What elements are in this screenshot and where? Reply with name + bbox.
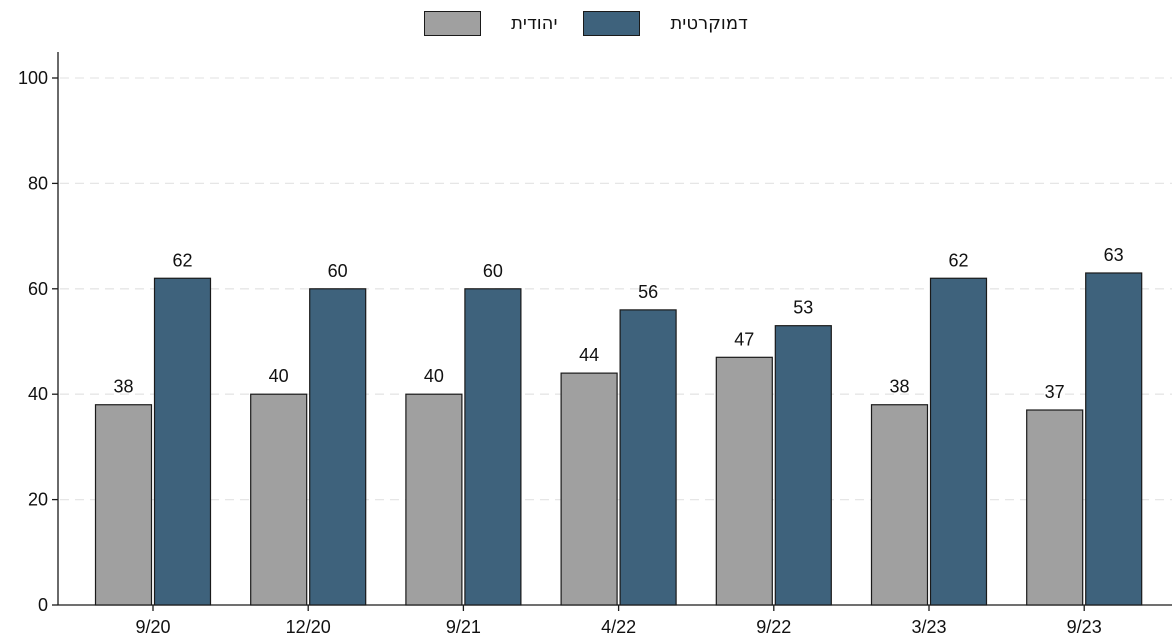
value-label-9/20-series-b: 62 bbox=[172, 250, 192, 270]
bar-9/23-series-a bbox=[1026, 409, 1084, 606]
x-tick-label-3/23: 3/23 bbox=[911, 617, 946, 637]
value-label-9/23-series-a: 37 bbox=[1045, 382, 1065, 402]
legend-swatch-series-a bbox=[424, 10, 482, 36]
value-label-9/22-series-a: 47 bbox=[734, 329, 754, 349]
value-label-12/20-series-a: 40 bbox=[269, 366, 289, 386]
value-label-3/23-series-a: 38 bbox=[889, 377, 909, 397]
value-label-9/21-series-a: 40 bbox=[424, 366, 444, 386]
legend-item-series-a: יהודית bbox=[424, 10, 558, 36]
y-tick-label-80: 80 bbox=[28, 173, 48, 193]
value-label-9/20-series-a: 38 bbox=[113, 377, 133, 397]
value-label-4/22-series-a: 44 bbox=[579, 345, 599, 365]
x-tick-label-12/20: 12/20 bbox=[286, 617, 331, 637]
bar-9/22-series-b bbox=[774, 325, 832, 606]
bar-4/22-series-a bbox=[560, 372, 618, 606]
bar-9/23-series-b bbox=[1085, 272, 1143, 606]
bar-12/20-series-b bbox=[309, 288, 367, 606]
value-label-9/22-series-b: 53 bbox=[793, 298, 813, 318]
legend-label-series-b: דמוקרטית bbox=[670, 12, 748, 34]
y-tick-label-60: 60 bbox=[28, 279, 48, 299]
x-tick-label-9/22: 9/22 bbox=[756, 617, 791, 637]
y-tick-label-0: 0 bbox=[38, 595, 48, 615]
bar-12/20-series-a bbox=[250, 393, 308, 606]
x-tick-label-9/20: 9/20 bbox=[135, 617, 170, 637]
bar-9/20-series-a bbox=[94, 404, 153, 606]
bar-9/22-series-a bbox=[715, 356, 773, 606]
y-tick-label-20: 20 bbox=[28, 490, 48, 510]
value-label-4/22-series-b: 56 bbox=[638, 282, 658, 302]
x-tick-label-9/23: 9/23 bbox=[1067, 617, 1102, 637]
legend-item-series-b: דמוקרטית bbox=[583, 10, 748, 36]
bar-3/23-series-b bbox=[929, 277, 988, 606]
value-label-3/23-series-b: 62 bbox=[948, 250, 968, 270]
y-tick-label-40: 40 bbox=[28, 384, 48, 404]
bar-9/20-series-b bbox=[153, 277, 212, 606]
value-label-9/23-series-b: 63 bbox=[1104, 245, 1124, 265]
bar-9/21-series-a bbox=[405, 393, 463, 606]
x-tick-label-4/22: 4/22 bbox=[601, 617, 636, 637]
legend-label-series-a: יהודית bbox=[511, 12, 558, 34]
chart-legend: יהודית דמוקרטית bbox=[0, 9, 1172, 37]
x-tick-label-9/21: 9/21 bbox=[446, 617, 481, 637]
y-tick-label-100: 100 bbox=[18, 68, 48, 88]
legend-swatch-series-b bbox=[583, 10, 641, 36]
value-label-12/20-series-b: 60 bbox=[328, 261, 348, 281]
value-label-9/21-series-b: 60 bbox=[483, 261, 503, 281]
bar-9/21-series-b bbox=[464, 288, 522, 606]
bar-4/22-series-b bbox=[619, 309, 677, 606]
bar-3/23-series-a bbox=[870, 404, 929, 606]
